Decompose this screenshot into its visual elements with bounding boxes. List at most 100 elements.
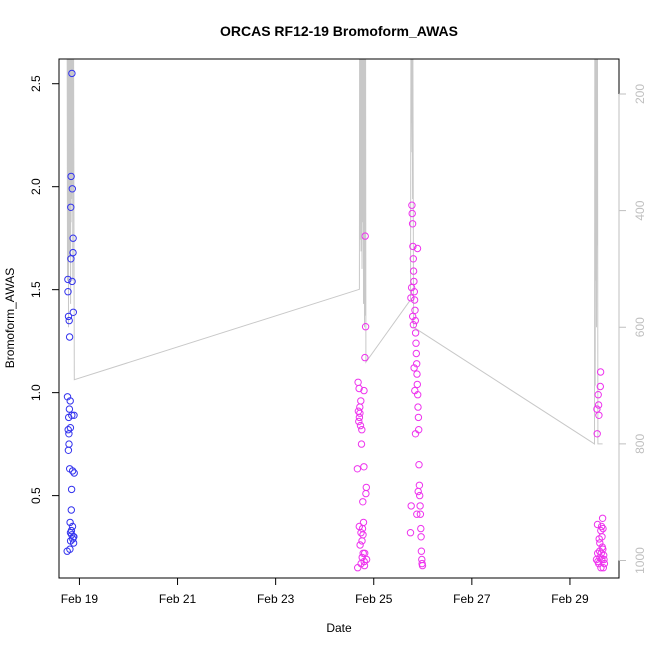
data-point-series-1 — [70, 411, 78, 419]
data-point-series-1 — [69, 248, 77, 257]
data-point-series-2 — [415, 461, 423, 469]
data-point-series-1 — [66, 518, 74, 527]
data-point-series-2 — [594, 549, 602, 557]
data-point-series-1 — [65, 333, 74, 341]
data-point-series-2 — [416, 510, 425, 518]
data-point-series-2 — [358, 553, 366, 562]
data-point-series-2 — [356, 409, 364, 417]
data-point-series-2 — [408, 220, 417, 228]
data-point-series-2 — [599, 545, 607, 553]
data-point-series-2 — [411, 306, 419, 314]
data-point-series-1 — [65, 440, 73, 448]
data-point-series-2 — [359, 498, 367, 506]
data-point-series-1 — [66, 545, 74, 553]
data-point-series-2 — [353, 465, 362, 473]
data-point-series-1 — [64, 426, 72, 434]
data-point-series-2 — [598, 555, 606, 564]
y-tick-label: 1.0 — [29, 384, 43, 401]
data-points-layer — [63, 69, 609, 572]
data-point-series-1 — [66, 424, 75, 432]
data-point-series-1 — [67, 172, 75, 181]
data-point-series-2 — [409, 255, 417, 263]
y2-tick-label: 600 — [633, 317, 647, 337]
data-point-series-2 — [413, 380, 421, 389]
data-point-series-2 — [594, 391, 602, 399]
data-point-series-2 — [411, 329, 420, 337]
x-tick-label: Feb 19 — [61, 592, 99, 606]
data-point-series-2 — [593, 430, 601, 438]
data-point-series-1 — [64, 288, 72, 296]
data-point-series-2 — [417, 524, 425, 533]
data-point-series-2 — [360, 463, 368, 471]
data-point-series-2 — [410, 364, 418, 372]
y-tick-label: 0.5 — [29, 487, 43, 504]
data-point-series-2 — [413, 244, 422, 253]
data-point-series-1 — [69, 234, 77, 242]
data-point-series-2 — [594, 401, 603, 409]
data-point-series-1 — [64, 312, 73, 321]
y-tick-label: 2.5 — [29, 75, 43, 92]
y2-tick-label: 400 — [633, 200, 647, 220]
x-axis: Feb 19 Feb 21 Feb 23 Feb 25 Feb 27 Feb 29 — [61, 577, 589, 606]
data-point-series-2 — [418, 561, 427, 570]
data-point-series-2 — [360, 386, 368, 395]
data-point-series-2 — [406, 529, 415, 537]
data-point-series-2 — [414, 413, 423, 422]
data-point-series-1 — [69, 308, 78, 316]
x-tick-label: Feb 29 — [551, 592, 589, 606]
data-point-series-2 — [411, 430, 420, 438]
data-point-series-2 — [409, 321, 418, 329]
data-point-series-2 — [600, 555, 608, 564]
data-point-series-2 — [409, 312, 417, 321]
data-point-series-2 — [355, 522, 363, 531]
data-point-series-2 — [357, 397, 365, 405]
data-point-series-2 — [593, 520, 602, 529]
data-point-series-2 — [600, 559, 609, 568]
data-point-series-2 — [413, 510, 421, 518]
data-point-series-2 — [598, 514, 607, 522]
data-point-series-2 — [355, 417, 363, 426]
data-point-series-2 — [411, 386, 419, 395]
data-point-series-1 — [68, 411, 76, 419]
data-point-series-1 — [66, 397, 74, 405]
data-point-series-2 — [407, 294, 415, 302]
data-point-series-2 — [359, 518, 368, 527]
data-point-series-1 — [70, 469, 78, 477]
data-point-series-2 — [356, 541, 364, 549]
data-point-series-2 — [597, 526, 605, 535]
y2-axis: 200 400 600 800 1000 — [618, 84, 647, 574]
data-point-series-2 — [361, 323, 370, 331]
chart-title: ORCAS RF12-19 Bromoform_AWAS — [220, 23, 458, 39]
data-point-series-2 — [408, 209, 416, 218]
data-point-series-2 — [359, 531, 367, 539]
data-point-series-1 — [68, 467, 77, 475]
data-point-series-2 — [355, 384, 363, 393]
data-point-series-2 — [414, 487, 422, 496]
y-tick-label: 1.5 — [29, 281, 43, 298]
data-point-series-2 — [417, 547, 426, 555]
data-point-series-2 — [596, 368, 605, 376]
data-point-series-1 — [67, 506, 76, 514]
data-point-series-2 — [410, 288, 418, 296]
data-point-series-2 — [355, 413, 364, 422]
data-point-series-2 — [412, 349, 420, 358]
data-point-series-2 — [595, 411, 603, 419]
data-point-series-2 — [356, 421, 365, 430]
data-point-series-2 — [360, 557, 368, 566]
data-point-series-2 — [599, 564, 607, 572]
data-point-series-2 — [597, 522, 606, 531]
x-axis-title: Date — [326, 621, 352, 635]
data-point-series-2 — [361, 549, 369, 557]
data-point-series-2 — [596, 539, 604, 547]
x-tick-label: Feb 27 — [453, 592, 491, 606]
data-point-series-2 — [596, 382, 604, 391]
x-tick-label: Feb 23 — [257, 592, 295, 606]
data-point-series-2 — [409, 267, 418, 275]
data-point-series-2 — [413, 370, 421, 378]
data-point-series-1 — [64, 275, 72, 284]
data-point-series-2 — [599, 524, 607, 533]
data-point-series-1 — [68, 185, 77, 193]
data-point-series-1 — [65, 316, 73, 325]
